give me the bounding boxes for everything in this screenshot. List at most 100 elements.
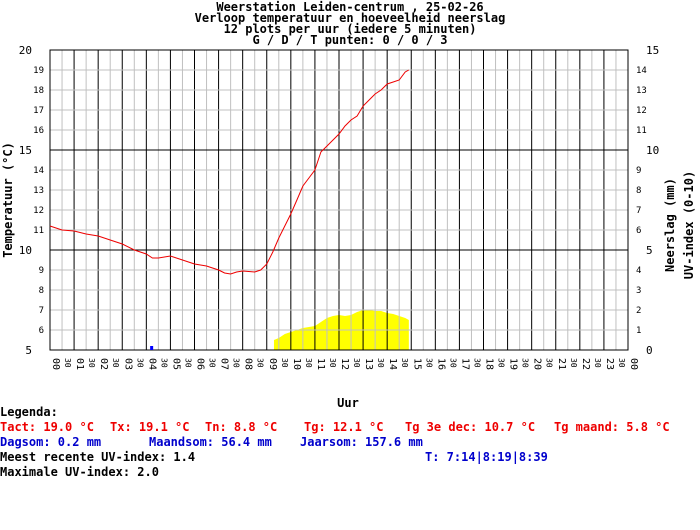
x-tick-label: 10	[291, 358, 302, 370]
legend-heading: Legenda:	[0, 405, 58, 419]
x-tick-label: 14	[387, 358, 398, 370]
x-tick-label: 18	[484, 358, 495, 370]
y-tick-label-right: 9	[636, 166, 641, 176]
x-tick-label: 30	[111, 358, 120, 368]
y-tick-label-right: 3	[636, 286, 641, 296]
plot-frame	[49, 49, 629, 351]
x-tick-label: 09	[267, 358, 278, 370]
x-tick-label: 30	[545, 358, 554, 368]
y-tick-label-left: 19	[33, 66, 44, 76]
x-axis-label: Uur	[337, 396, 359, 410]
legend-times: T: 7:14|8:19|8:39	[425, 450, 548, 464]
legend-tact: Tact: 19.0 °C	[0, 420, 94, 434]
y-tick-label-left: 6	[39, 326, 44, 336]
x-tick-label: 04	[146, 358, 157, 370]
y-tick-label-right: 5	[646, 244, 653, 257]
y-tick-label-right: 1	[636, 326, 641, 336]
y-tick-label-left: 17	[33, 106, 44, 116]
y-tick-label-left: 12	[33, 206, 44, 216]
x-tick-label: 12	[339, 358, 350, 370]
x-tick-label: 30	[304, 358, 313, 368]
x-tick-label: 19	[508, 358, 519, 370]
y-tick-label-right: 6	[636, 226, 641, 236]
y-axis-label-right: Neerslag (mm)	[663, 178, 677, 272]
y-tick-label-left: 15	[19, 144, 32, 157]
legend-maandsom: Maandsom: 56.4 mm	[149, 435, 272, 449]
x-tick-label: 03	[122, 358, 133, 370]
x-tick-label: 30	[617, 358, 626, 368]
y-tick-label-right: 15	[646, 44, 659, 57]
chart-svg: Weerstation Leiden-centrum , 25-02-26Ver…	[1, 0, 696, 410]
y-tick-label-right: 12	[636, 106, 647, 116]
legend-dagsom: Dagsom: 0.2 mm	[0, 435, 102, 449]
x-tick-label: 21	[556, 358, 567, 370]
y-tick-label-left: 11	[33, 226, 44, 236]
legend-tx: Tx: 19.1 °C	[110, 420, 190, 434]
chart-title-line: Weerstation Leiden-centrum , 25-02-26	[216, 0, 483, 14]
x-tick-label: 30	[352, 358, 361, 368]
x-tick-label: 11	[315, 358, 326, 370]
x-tick-label: 30	[183, 358, 192, 368]
y-tick-label-right: 4	[636, 266, 641, 276]
x-tick-label: 30	[135, 358, 144, 368]
x-tick-label: 30	[63, 358, 72, 368]
x-tick-label: 16	[435, 358, 446, 370]
y-tick-label-left: 9	[39, 266, 44, 276]
x-tick-label: 30	[256, 358, 265, 368]
x-tick-label: 08	[243, 358, 254, 370]
y-tick-label-right: 10	[646, 144, 659, 157]
y-axis-label-left: Temperatuur (°C)	[1, 142, 15, 258]
x-tick-label: 30	[424, 358, 433, 368]
x-tick-label: 30	[569, 358, 578, 368]
x-tick-label: 06	[195, 358, 206, 370]
x-tick-label: 30	[376, 358, 385, 368]
x-tick-label: 05	[170, 358, 181, 370]
x-tick-label: 13	[363, 358, 374, 370]
x-tick-label: 30	[87, 358, 96, 368]
chart-title-line: 12 plots per uur (iedere 5 minuten)	[224, 22, 477, 36]
legend-tg-maand: Tg maand: 5.8 °C	[554, 420, 670, 434]
legend-tg: Tg: 12.1 °C	[304, 420, 384, 434]
y-tick-label-right: 0	[646, 344, 653, 357]
y-tick-label-right: 14	[636, 66, 647, 76]
y-tick-label-left: 8	[39, 286, 44, 296]
y-tick-label-left: 10	[19, 244, 32, 257]
y-tick-label-left: 7	[39, 306, 44, 316]
y-tick-label-left: 18	[33, 86, 44, 96]
y-tick-label-left: 14	[33, 166, 44, 176]
chart-title-line: G / D / T punten: 0 / 0 / 3	[252, 33, 447, 47]
x-tick-label: 02	[98, 358, 109, 370]
x-tick-label: 23	[604, 358, 615, 370]
chart-title-line: Verloop temperatuur en hoeveelheid neers…	[195, 11, 506, 25]
x-tick-label: 30	[400, 358, 409, 368]
x-tick-label: 30	[497, 358, 506, 368]
x-tick-label: 30	[328, 358, 337, 368]
x-tick-label: 30	[448, 358, 457, 368]
legend-jaarsom: Jaarsom: 157.6 mm	[300, 435, 423, 449]
x-tick-label: 00	[628, 358, 639, 370]
x-tick-label: 30	[232, 358, 241, 368]
x-tick-label: 30	[208, 358, 217, 368]
y-tick-label-right: 11	[636, 126, 647, 136]
y-tick-label-left: 5	[25, 344, 32, 357]
y-tick-label-left: 20	[19, 44, 32, 57]
temperature-line	[49, 69, 410, 275]
legend-tn: Tn: 8.8 °C	[205, 420, 278, 434]
x-tick-label: 30	[521, 358, 530, 368]
temperature-precipitation-chart: Weerstation Leiden-centrum , 25-02-26 Ver…	[1, 0, 696, 410]
y-axis-label-right-uv: UV-index (0-10)	[682, 171, 696, 279]
x-tick-label: 30	[159, 358, 168, 368]
legend-tg-3e-dec: Tg 3e dec: 10.7 °C	[405, 420, 536, 434]
x-tick-label: 17	[459, 358, 470, 370]
precipitation-bar	[150, 346, 154, 350]
y-tick-label-right: 13	[636, 86, 647, 96]
y-tick-label-right: 8	[636, 186, 641, 196]
x-tick-label: 07	[219, 358, 230, 370]
y-tick-label-left: 13	[33, 186, 44, 196]
x-tick-label: 20	[532, 358, 543, 370]
y-tick-label-left: 16	[33, 126, 44, 136]
x-tick-label: 30	[593, 358, 602, 368]
y-tick-label-right: 2	[636, 306, 641, 316]
legend-uv-max: Maximale UV-index: 2.0	[0, 465, 159, 479]
y-tick-label-right: 7	[636, 206, 641, 216]
